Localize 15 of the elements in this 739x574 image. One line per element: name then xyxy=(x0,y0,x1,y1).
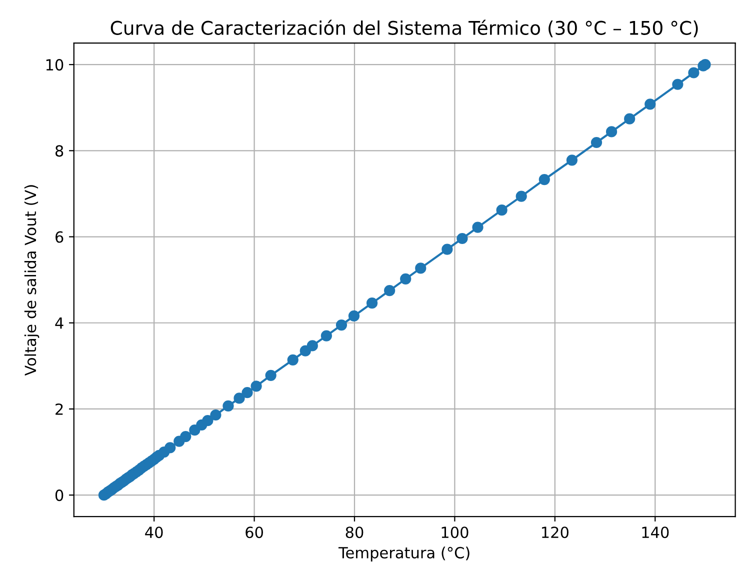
y-tick-label: 4 xyxy=(55,318,64,329)
x-tick-label: 100 xyxy=(442,526,468,538)
y-tick-label: 6 xyxy=(56,231,64,243)
y-axis-title: Voltaje de salida Vout (V) xyxy=(24,185,40,376)
y-tick-label: 0 xyxy=(55,490,64,502)
x-axis-title: Temperatura (°C) xyxy=(338,546,470,562)
x-tick-label: 120 xyxy=(542,526,568,538)
x-tick-label: 60 xyxy=(246,526,263,538)
x-tick-label: 40 xyxy=(145,526,163,538)
chart-title: Curva de Caracterización del Sistema Térmico (30 °C – 150 °C) xyxy=(110,20,698,38)
y-tick-label: 8 xyxy=(55,145,64,157)
x-tick-label: 80 xyxy=(346,526,364,538)
x-tick-label: 140 xyxy=(642,526,669,538)
y-tick-label: 10 xyxy=(46,59,64,71)
y-tick-label: 2 xyxy=(56,403,63,415)
